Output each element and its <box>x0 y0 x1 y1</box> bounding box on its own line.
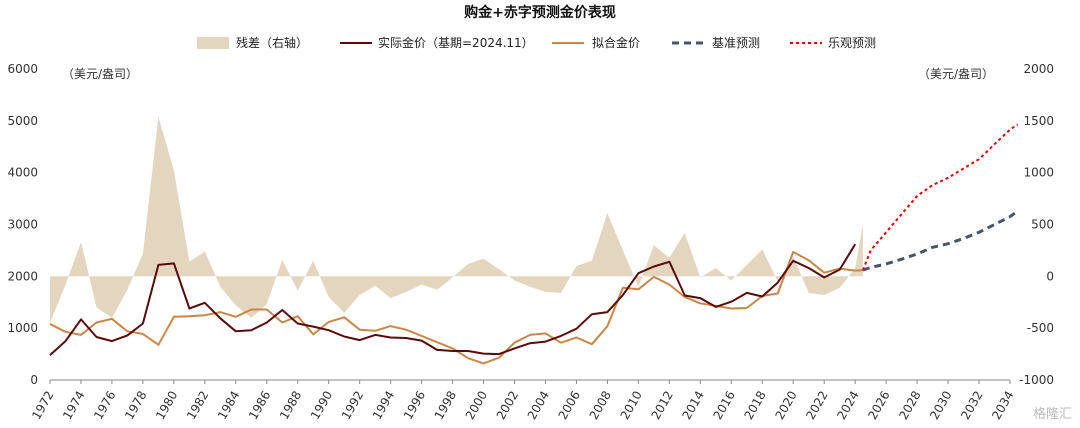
left-tick-label: 2000 <box>7 269 38 283</box>
right-tick-label: -500 <box>1027 321 1054 335</box>
right-tick-label: 0 <box>1046 269 1054 283</box>
x-tick-label: 2034 <box>989 389 1016 422</box>
left-axis-unit: （美元/盎司） <box>62 67 138 81</box>
right-tick-label: 1000 <box>1023 166 1054 180</box>
x-tick-label: 2026 <box>865 389 892 422</box>
x-tick-label: 1994 <box>370 389 397 422</box>
x-tick-label: 1996 <box>401 389 428 422</box>
series-optimistic-forecast-line <box>861 123 1019 271</box>
x-tick-label: 2032 <box>958 389 985 422</box>
x-tick-label: 2014 <box>680 389 707 422</box>
legend-label-base: 基准预测 <box>712 36 760 50</box>
left-tick-label: 5000 <box>7 114 38 128</box>
right-tick-label: 2000 <box>1023 62 1054 76</box>
x-tick-label: 1972 <box>29 389 56 422</box>
x-tick-label: 2018 <box>741 389 768 422</box>
legend-label-actual: 实际金价（基期=2024.11） <box>378 35 534 50</box>
series-fitted-line <box>49 251 863 365</box>
left-tick-label: 4000 <box>7 166 38 180</box>
x-tick-label: 2002 <box>494 389 521 422</box>
x-tick-label: 2022 <box>803 389 830 422</box>
x-tick-label: 2010 <box>618 389 645 422</box>
series-residual-area <box>50 116 863 323</box>
x-tick-label: 2030 <box>927 389 954 422</box>
series-base-forecast-line <box>862 209 1019 272</box>
x-tick-label: 1984 <box>215 389 242 422</box>
chart-title: 购金+赤字预测金价表现 <box>464 4 616 21</box>
x-tick-label: 2016 <box>710 389 737 422</box>
x-tick-label: 1976 <box>91 389 118 422</box>
x-tick-label: 1988 <box>277 389 304 422</box>
x-tick-label: 1998 <box>432 389 459 422</box>
x-tick-label: 1990 <box>308 389 335 422</box>
x-tick-label: 1978 <box>122 389 149 422</box>
right-tick-label: 500 <box>1031 218 1054 232</box>
x-tick-label: 1986 <box>246 389 273 422</box>
x-tick-label: 1982 <box>184 389 211 422</box>
series-actual-line <box>49 243 857 356</box>
x-tick-label: 2012 <box>649 389 676 422</box>
x-tick-label: 2008 <box>587 389 614 422</box>
left-tick-label: 3000 <box>7 218 38 232</box>
left-tick-label: 0 <box>30 373 38 387</box>
x-tick-label: 2028 <box>896 389 923 422</box>
right-axis-unit: （美元/盎司） <box>918 67 994 81</box>
right-tick-label: 1500 <box>1023 114 1054 128</box>
right-tick-label: -1000 <box>1019 373 1054 387</box>
plot-area: 0 1000 2000 3000 4000 5000 6000 -1000 -500 0 500 10… <box>7 62 1054 422</box>
left-tick-label: 1000 <box>7 321 38 335</box>
watermark: 格隆汇 <box>1033 406 1072 422</box>
legend-label-residual: 残差（右轴） <box>236 35 308 50</box>
legend-swatch-residual <box>197 37 229 49</box>
legend-label-fitted: 拟合金价 <box>592 35 640 50</box>
x-tick-label: 2000 <box>463 389 490 422</box>
x-tick-label: 1980 <box>153 389 180 422</box>
x-tick-label: 2024 <box>834 389 861 422</box>
x-tick-label: 2004 <box>525 389 552 422</box>
x-tick-label: 2020 <box>772 389 799 422</box>
left-tick-label: 6000 <box>7 62 38 76</box>
x-tick-label: 1974 <box>60 389 87 422</box>
x-tick-label: 2006 <box>556 389 583 422</box>
x-tick-label: 1992 <box>339 389 366 422</box>
legend: 残差（右轴） 实际金价（基期=2024.11） 拟合金价 基准预测 乐观预测 <box>197 35 876 50</box>
legend-label-optimistic: 乐观预测 <box>828 36 876 50</box>
